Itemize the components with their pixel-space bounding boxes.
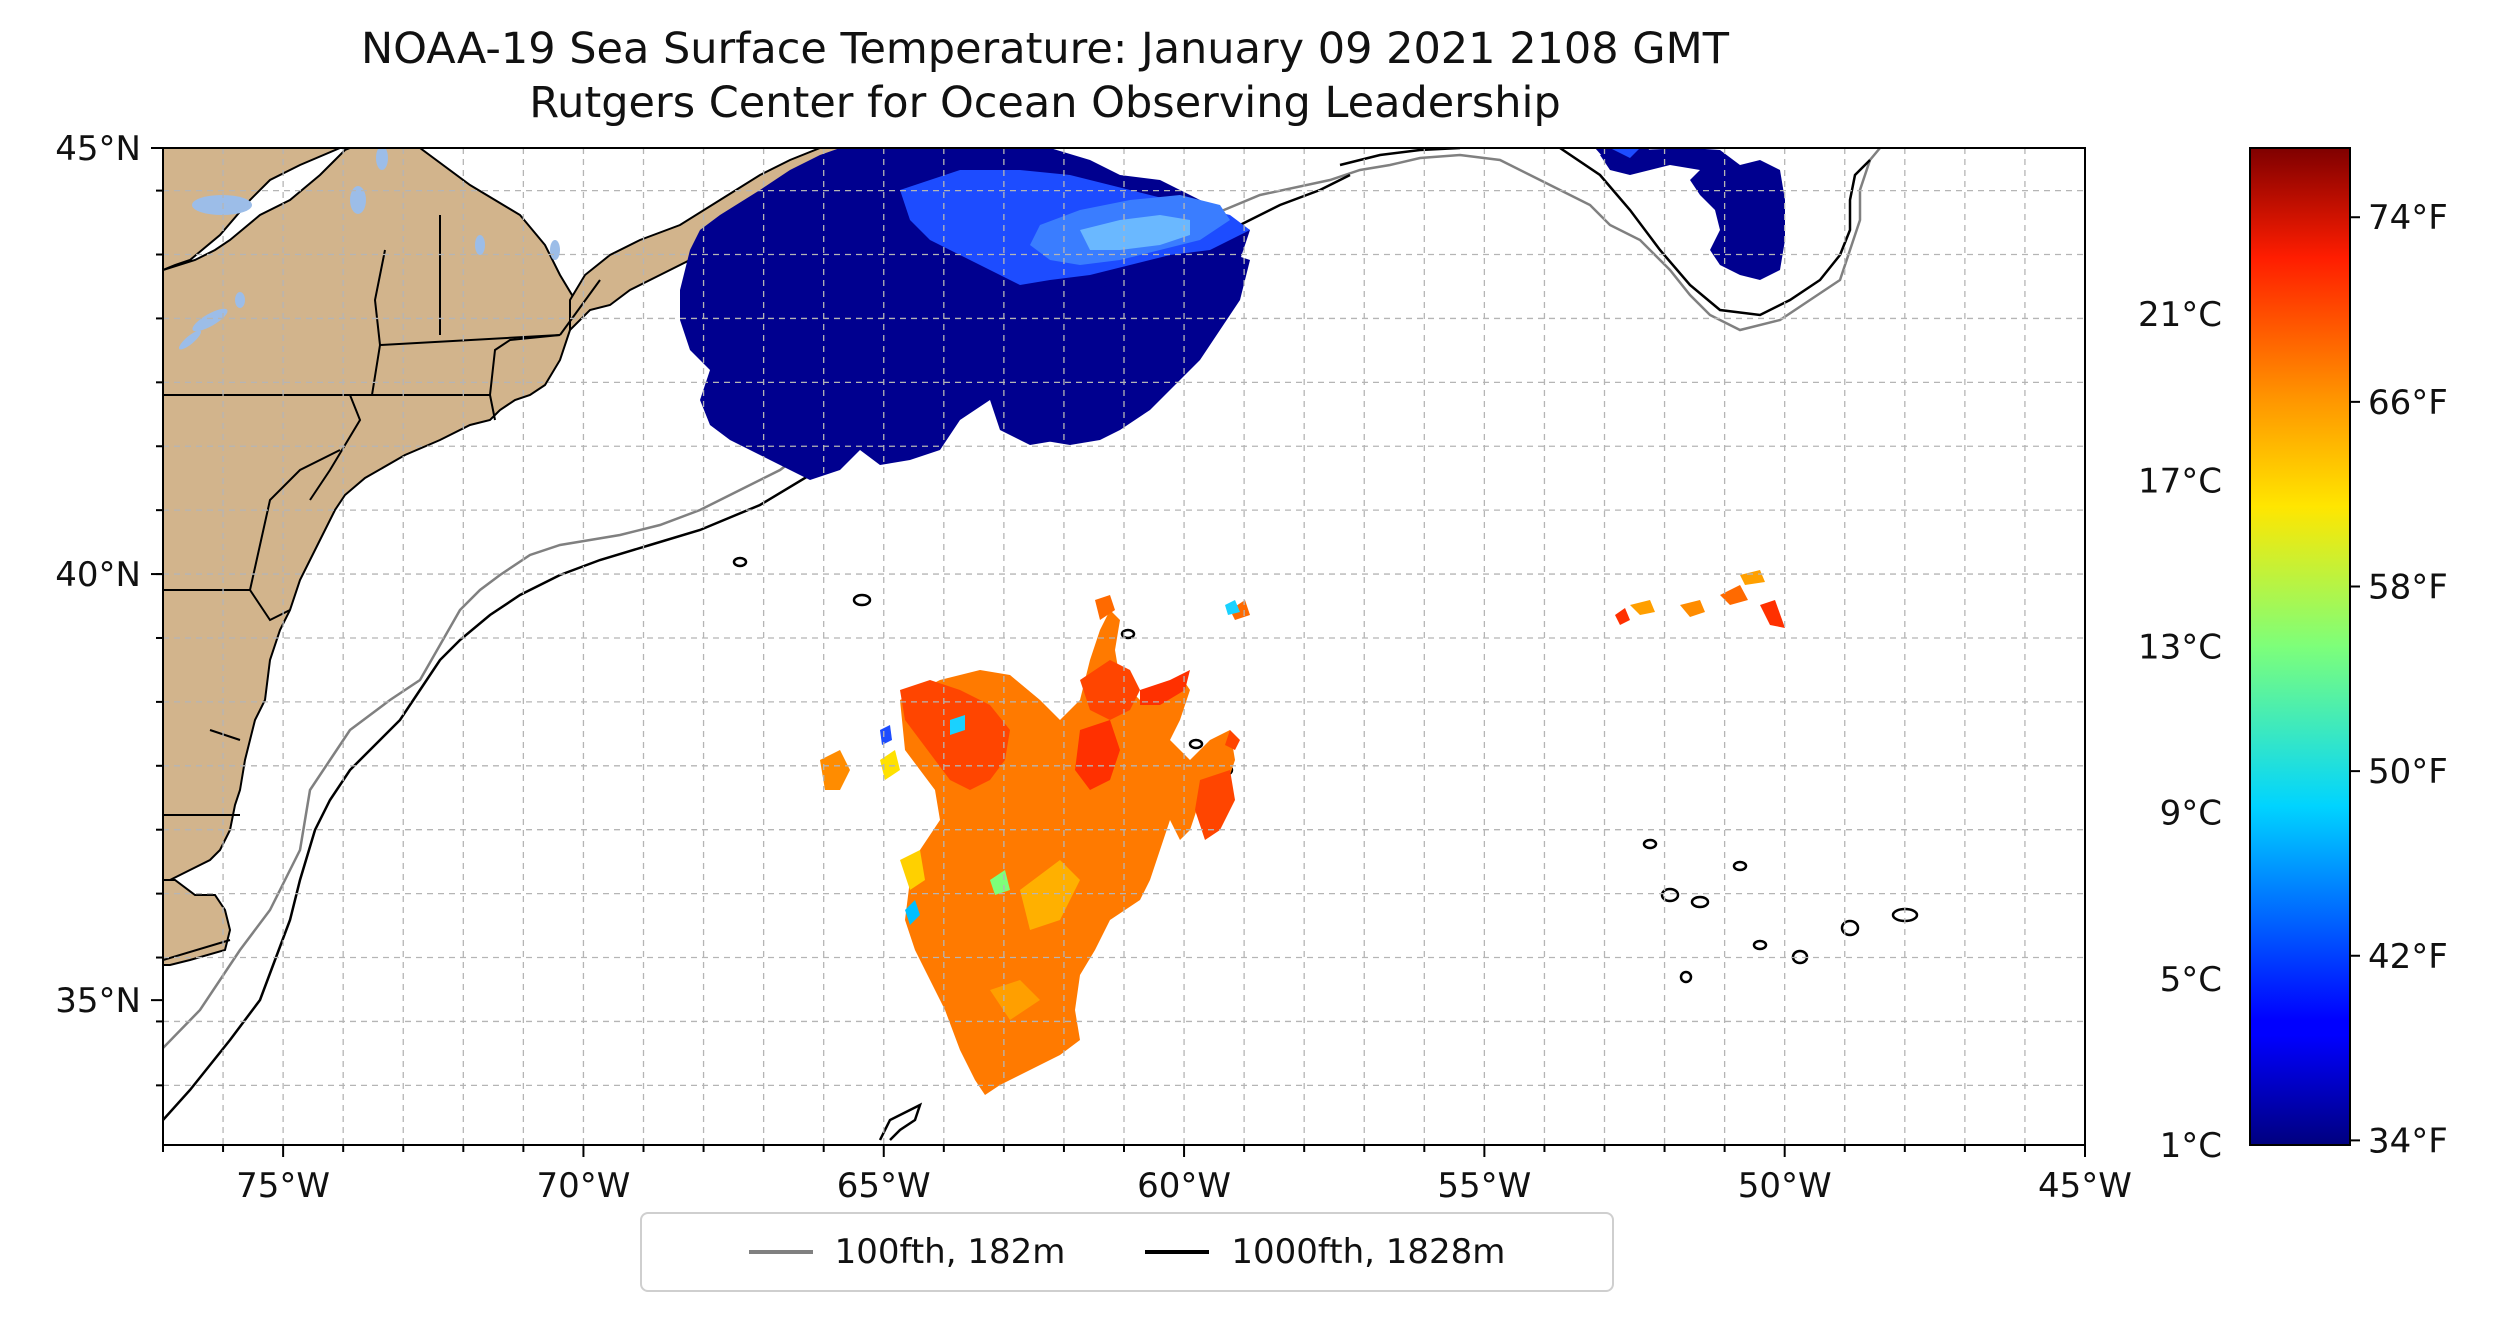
- colorbar-f-label: 58°F: [2368, 567, 2448, 607]
- colorbar-f-label: 42°F: [2368, 937, 2448, 977]
- colorbar-c-label: 9°C: [2160, 794, 2222, 834]
- lat-tick-label: 40°N: [55, 555, 141, 595]
- colorbar-c-label: 13°C: [2138, 628, 2222, 668]
- sst-north-patch: [680, 148, 1785, 480]
- lakes: [178, 148, 560, 350]
- legend-item-1000fth: 1000fth, 1828m: [1145, 1232, 1505, 1272]
- lon-tick-label: 55°W: [1437, 1166, 1531, 1206]
- map-gridlines: [163, 148, 2085, 1145]
- colorbar-ticks: 34°F 42°F 50°F 58°F 66°F 74°F 1°C 5°C 9°C 13°C 17°…: [2138, 198, 2448, 1166]
- colorbar: 34°F 42°F 50°F 58°F 66°F 74°F 1°C 5°C 9°C 13°C 17°…: [2138, 147, 2448, 1166]
- colorbar-c-label: 21°C: [2138, 295, 2222, 335]
- lon-tick-label: 50°W: [1738, 1166, 1832, 1206]
- lon-tick-label: 60°W: [1137, 1166, 1231, 1206]
- lon-tick-label: 75°W: [236, 1166, 330, 1206]
- colorbar-c-label: 17°C: [2138, 461, 2222, 501]
- land-mass: [163, 148, 577, 966]
- colorbar-c-label: 5°C: [2160, 960, 2222, 1000]
- map-axis-ticks: 75°W 70°W 65°W 60°W 55°W 50°W 45°W 45°N 40°N 35°N: [55, 129, 2132, 1206]
- lat-tick-label: 35°N: [55, 981, 141, 1021]
- legend-swatch-gray: [748, 1250, 813, 1254]
- legend-item-100fth: 100fth, 182m: [748, 1232, 1066, 1272]
- lon-tick-label: 70°W: [536, 1166, 630, 1206]
- legend-label-1000fth: 1000fth, 1828m: [1231, 1232, 1506, 1272]
- colorbar-f-label: 50°F: [2368, 752, 2448, 792]
- lat-tick-label: 45°N: [55, 129, 141, 169]
- state-borders: [163, 215, 601, 961]
- figure-title: NOAA-19 Sea Surface Temperature: January…: [160, 22, 1930, 130]
- colorbar-f-label: 74°F: [2368, 198, 2448, 238]
- map-panel: 75°W 70°W 65°W 60°W 55°W 50°W 45°W 45°N 40°N 35°N: [55, 129, 2132, 1206]
- colorbar-f-label: 34°F: [2368, 1121, 2448, 1161]
- sst-south-patch: [820, 570, 1785, 1095]
- legend-label-100fth: 100fth, 182m: [834, 1232, 1066, 1272]
- colorbar-c-label: 1°C: [2160, 1126, 2222, 1166]
- colorbar-gradient: [2249, 147, 2351, 1146]
- legend-swatch-black: [1145, 1250, 1210, 1254]
- lon-tick-label: 65°W: [837, 1166, 931, 1206]
- title-line-1: NOAA-19 Sea Surface Temperature: January…: [361, 24, 1729, 74]
- isobath-legend: 100fth, 182m 1000fth, 1828m: [640, 1212, 1614, 1292]
- title-line-2: Rutgers Center for Ocean Observing Leade…: [529, 78, 1561, 128]
- colorbar-f-label: 66°F: [2368, 383, 2448, 423]
- lon-tick-label: 45°W: [2038, 1166, 2132, 1206]
